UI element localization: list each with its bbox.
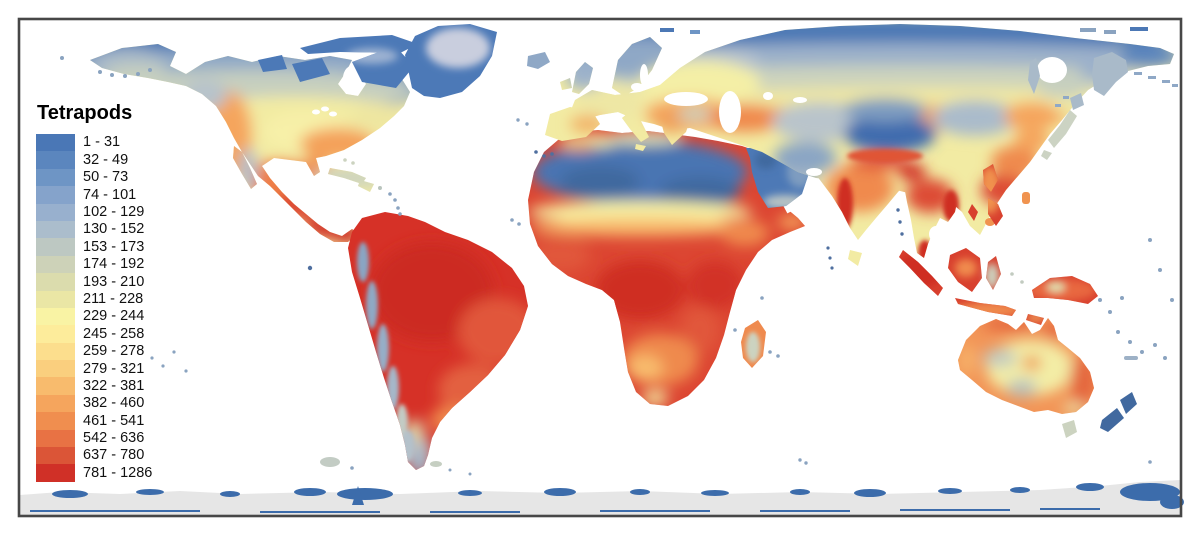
legend-class-label: 245 - 258 [83, 325, 145, 342]
kuril-aleutian-dots [1055, 72, 1178, 107]
legend-row: 781 - 1286 [36, 464, 153, 482]
legend-row: 130 - 152 [36, 220, 152, 239]
legend-swatch [36, 360, 75, 378]
legend-class-label: 174 - 192 [83, 256, 145, 273]
legend-row: 1 - 31 [36, 134, 152, 152]
legend-row: 542 - 636 [36, 429, 152, 448]
legend-swatch [36, 238, 75, 256]
legend-class-label: 102 - 129 [83, 204, 145, 220]
legend-class-label: 1 - 31 [83, 134, 121, 151]
kamchatka [1092, 52, 1128, 96]
richness-shading [746, 332, 760, 362]
legend-swatch [36, 429, 75, 448]
legend-swatch [36, 151, 75, 169]
legend-swatch [36, 203, 75, 221]
legend-class-label: 279 - 321 [83, 360, 145, 377]
legend-row: 32 - 49 [36, 151, 152, 169]
legend-class-label: 259 - 278 [83, 343, 145, 360]
richness-shading [346, 28, 490, 68]
legend-row: 50 - 73 [36, 168, 152, 187]
legend-swatch [36, 412, 75, 430]
legend-class-label: 153 - 173 [83, 238, 145, 255]
legend-class-label: 229 - 244 [83, 308, 145, 325]
legend-class-label: 32 - 49 [83, 151, 129, 168]
legend-class-label: 382 - 460 [83, 395, 145, 412]
richness-shading [528, 131, 805, 405]
sakhalin [1028, 58, 1040, 94]
legend-swatch [36, 342, 75, 361]
legend-swatch [36, 377, 75, 395]
legend-class-label: 50 - 73 [83, 169, 129, 186]
legend-title: Tetrapods [37, 102, 133, 124]
legend-swatch [36, 186, 75, 204]
japan-honshu [1048, 110, 1077, 148]
legend-classes: 1 - 31 32 - 49 50 - 73 74 - 101 102 - 129 130… [36, 134, 152, 482]
antarctica-ice [20, 480, 1180, 516]
new-zealand [1100, 392, 1137, 432]
japan-hokkaido [1070, 93, 1084, 110]
legend-row: 102 - 129 [36, 203, 152, 221]
legend-row: 74 - 101 [36, 186, 152, 204]
legend-swatch [36, 168, 75, 187]
legend-row: 279 - 321 [36, 360, 152, 378]
legend-swatch [36, 307, 75, 326]
tasmania [1062, 420, 1077, 438]
legend-swatch [36, 464, 75, 482]
legend-class-label: 461 - 541 [83, 412, 145, 429]
legend-row: 174 - 192 [36, 255, 152, 274]
legend-class-label: 542 - 636 [83, 430, 145, 447]
legend-row: 229 - 244 [36, 307, 152, 326]
map-east-asia-islands [985, 52, 1178, 226]
legend-row: 259 - 278 [36, 342, 152, 361]
legend-swatch [36, 255, 75, 274]
legend-class-label: 637 - 780 [83, 447, 145, 464]
legend-swatch [36, 394, 75, 413]
legend-row: 461 - 541 [36, 412, 152, 430]
legend-class-label: 130 - 152 [83, 221, 145, 238]
legend-row: 382 - 460 [36, 394, 152, 413]
legend-row: 245 - 258 [36, 325, 152, 343]
legend-class-label: 74 - 101 [83, 186, 137, 203]
small-islands [60, 27, 1174, 476]
iceland [527, 52, 550, 69]
taiwan [1022, 192, 1030, 204]
legend-swatch [36, 273, 75, 291]
legend-swatch [36, 290, 75, 308]
map-antarctica [20, 480, 1184, 516]
legend-swatch [36, 447, 75, 465]
japan-kyushu [1041, 150, 1052, 160]
antarctic-coast [30, 483, 1184, 513]
great-lakes [312, 106, 337, 117]
legend-class-label: 781 - 1286 [83, 464, 153, 481]
legend-class-label: 322 - 381 [83, 377, 145, 394]
legend-row: 637 - 780 [36, 447, 152, 465]
map-frame [17, 17, 1183, 518]
legend-swatch [36, 220, 75, 239]
legend-class-label: 193 - 210 [83, 273, 145, 290]
legend-swatch [36, 134, 75, 152]
legend-class-label: 211 - 228 [83, 290, 144, 307]
andes-shading [357, 242, 415, 462]
legend-row: 322 - 381 [36, 377, 152, 395]
map-legend: Tetrapods 1 - 31 32 - 49 50 - 73 74 - 101 10… [36, 102, 152, 482]
legend-row: 153 - 173 [36, 238, 152, 256]
inland-seas [631, 46, 1067, 242]
legend-row: 211 - 228 [36, 290, 152, 308]
legend-row: 193 - 210 [36, 273, 152, 291]
legend-swatch [36, 325, 75, 343]
